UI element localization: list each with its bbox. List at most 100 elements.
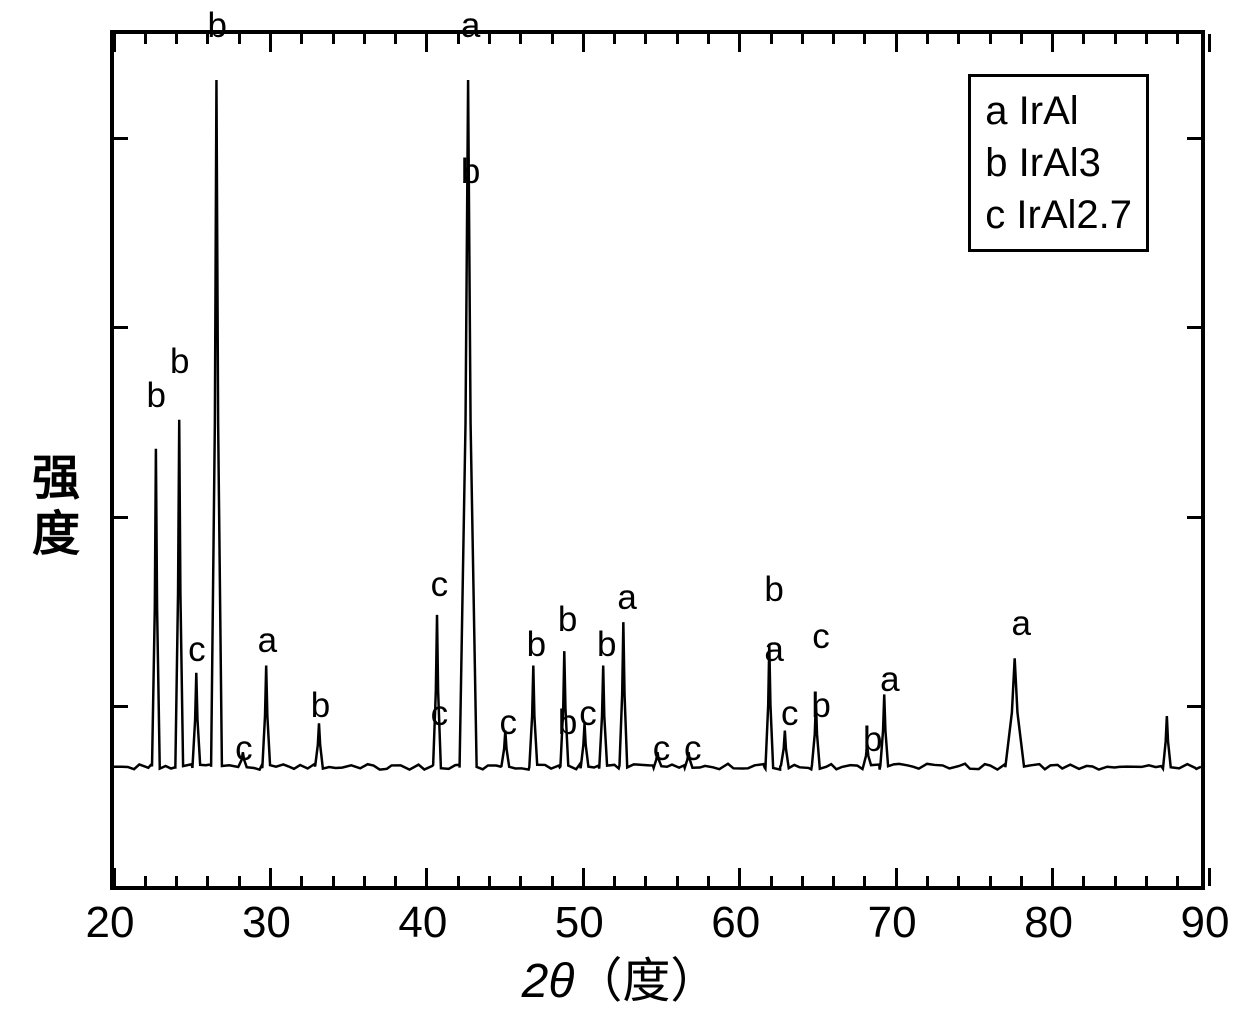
tick <box>238 34 241 44</box>
tick <box>300 34 303 44</box>
tick <box>1114 34 1117 44</box>
tick <box>238 876 241 886</box>
tick <box>1187 705 1201 708</box>
tick <box>613 34 616 44</box>
peak-label: c <box>431 567 449 602</box>
tick <box>144 876 147 886</box>
tick <box>738 868 741 886</box>
tick <box>113 868 116 886</box>
tick <box>394 876 397 886</box>
tick <box>1020 876 1023 886</box>
x-axis-theta: 2θ <box>522 955 575 1008</box>
tick <box>770 876 773 886</box>
tick <box>613 876 616 886</box>
tick <box>738 34 741 52</box>
tick <box>926 876 929 886</box>
tick <box>1187 516 1201 519</box>
x-tick-label: 70 <box>868 898 917 948</box>
x-tick-label: 50 <box>555 898 604 948</box>
tick <box>269 34 272 52</box>
tick <box>801 876 804 886</box>
tick <box>770 34 773 44</box>
tick <box>113 34 116 52</box>
tick <box>1082 876 1085 886</box>
x-tick-label: 60 <box>711 898 760 948</box>
tick <box>1208 34 1211 52</box>
tick <box>582 34 585 52</box>
tick <box>300 876 303 886</box>
tick <box>832 34 835 44</box>
tick <box>457 876 460 886</box>
tick <box>895 868 898 886</box>
legend-item: c IrAl2.7 <box>985 189 1132 241</box>
x-tick-label: 30 <box>242 898 291 948</box>
tick <box>832 876 835 886</box>
tick <box>582 868 585 886</box>
peak-label: a <box>461 8 480 43</box>
peak-label: a <box>880 662 899 697</box>
y-axis-label: 强度 <box>15 452 85 564</box>
tick <box>707 876 710 886</box>
tick <box>1114 876 1117 886</box>
tick <box>989 876 992 886</box>
tick <box>269 868 272 886</box>
tick <box>551 876 554 886</box>
peak-label: b <box>764 572 783 607</box>
tick <box>863 876 866 886</box>
tick <box>363 876 366 886</box>
peak-label: a <box>617 580 636 615</box>
x-tick-label: 90 <box>1181 898 1230 948</box>
peak-label: c <box>653 731 671 766</box>
tick <box>895 34 898 52</box>
peak-label: b <box>147 378 166 413</box>
tick <box>1051 868 1054 886</box>
peak-label: a <box>258 623 277 658</box>
x-axis-label: 2θ（度） <box>522 941 719 1011</box>
tick <box>332 34 335 44</box>
tick <box>957 34 960 44</box>
tick <box>551 34 554 44</box>
peak-label: c <box>781 696 799 731</box>
tick <box>363 34 366 44</box>
peak-label: c <box>812 619 830 654</box>
peak-label: b <box>558 705 577 740</box>
tick <box>206 876 209 886</box>
tick <box>488 34 491 44</box>
legend-box: a IrAlb IrAl3c IrAl2.7 <box>968 74 1149 252</box>
x-tick-label: 40 <box>398 898 447 948</box>
peak-label: c <box>684 731 702 766</box>
tick <box>801 34 804 44</box>
tick <box>989 34 992 44</box>
peak-label: b <box>170 344 189 379</box>
peak-label: b <box>527 627 546 662</box>
tick <box>114 516 128 519</box>
tick <box>863 34 866 44</box>
x-axis-unit: （度） <box>574 955 718 1008</box>
tick <box>519 34 522 44</box>
peak-label: b <box>863 722 882 757</box>
tick <box>644 34 647 44</box>
tick <box>114 137 128 140</box>
tick <box>394 34 397 44</box>
tick <box>676 34 679 44</box>
tick <box>114 326 128 329</box>
tick <box>1187 326 1201 329</box>
legend-item: a IrAl <box>985 85 1132 137</box>
tick <box>644 876 647 886</box>
tick <box>1145 34 1148 44</box>
tick <box>175 876 178 886</box>
peak-label: c <box>188 632 206 667</box>
tick <box>1051 34 1054 52</box>
peak-label: b <box>208 8 227 43</box>
peak-label: a <box>1012 606 1031 641</box>
tick <box>425 34 428 52</box>
tick <box>1187 137 1201 140</box>
tick <box>488 876 491 886</box>
tick <box>144 34 147 44</box>
tick <box>206 34 209 44</box>
peak-label: b <box>558 602 577 637</box>
tick <box>1176 34 1179 44</box>
tick <box>707 34 710 44</box>
peak-label: c <box>499 705 517 740</box>
peak-label: b <box>811 688 830 723</box>
